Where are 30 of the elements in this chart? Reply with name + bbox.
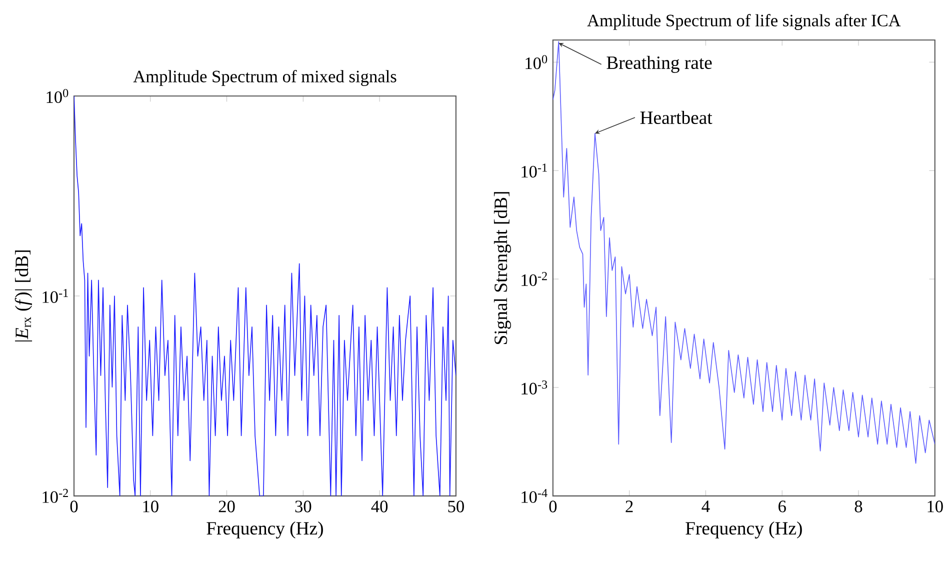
x-tick-label: 6 (778, 500, 786, 512)
line-series (74, 96, 456, 496)
line-series (552, 41, 935, 464)
y-axis-title: Signal Strenght [dB] (494, 192, 511, 344)
x-tick-label: 40 (371, 500, 388, 512)
y-tick-label: 10$^{-2}$ (42, 488, 68, 503)
x-axis-title: Frequency (Hz) (686, 522, 802, 539)
x-tick-label: 50 (448, 500, 464, 512)
chart-title: Amplitude Spectrum of mixed signals (133, 70, 396, 86)
chart-title: Amplitude Spectrum of life signals after ICA (587, 14, 901, 30)
y-tick-label: 10$^{0}$ (526, 55, 548, 70)
x-axis-title: Frequency (Hz) (206, 522, 323, 539)
annotation: Heartbeat (640, 110, 712, 124)
x-tick-label: 0 (70, 500, 78, 512)
x-tick-label: 10 (928, 500, 943, 512)
y-axis-title: |E$_{rx}$ (f)| [dB] (14, 250, 32, 342)
y-tick-label: 10$^{-1}$ (522, 164, 547, 178)
y-tick-label: 10$^{0}$ (46, 89, 68, 104)
x-tick-label: 4 (702, 500, 710, 512)
x-tick-label: 8 (854, 500, 862, 512)
y-tick-label: 10$^{-3}$ (522, 380, 548, 395)
x-tick-label: 2 (626, 500, 633, 512)
annotation: Breathing rate (606, 56, 712, 73)
x-tick-label: 0 (549, 500, 557, 512)
y-tick-label: 10$^{-1}$ (42, 289, 68, 303)
x-tick-label: 30 (295, 500, 312, 512)
y-tick-label: 10$^{-2}$ (522, 272, 547, 286)
x-tick-label: 20 (218, 500, 235, 512)
x-tick-label: 10 (143, 500, 158, 512)
y-tick-label: 10$^{-4}$ (522, 488, 548, 503)
